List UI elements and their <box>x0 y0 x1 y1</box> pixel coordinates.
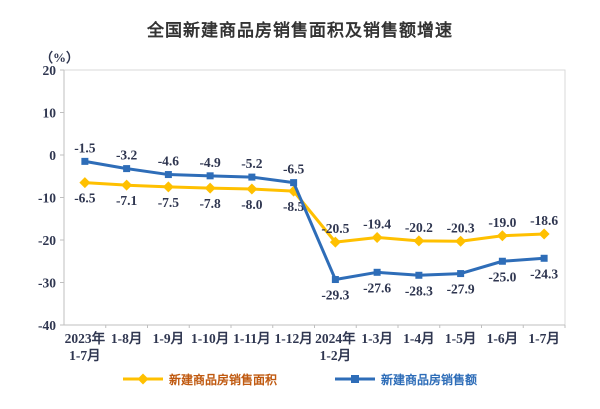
data-point-label: -7.5 <box>158 195 180 210</box>
legend-item-sales-area: 新建商品房销售面积 <box>122 371 277 388</box>
data-point-marker <box>162 181 174 193</box>
legend-label-sales-area: 新建商品房销售面积 <box>168 372 277 387</box>
data-point-marker <box>455 235 467 247</box>
x-tick-label: 1-12月 <box>275 331 313 346</box>
data-point-label: -4.6 <box>158 154 180 169</box>
x-tick-label: 1-5月 <box>445 331 477 346</box>
legend-square-marker-icon <box>351 375 359 383</box>
data-point-label: -29.3 <box>321 288 349 303</box>
x-tick-label: 1-4月 <box>403 331 435 346</box>
y-tick-label: -40 <box>38 318 56 333</box>
data-point-label: -28.3 <box>405 283 433 298</box>
data-point-label: -1.5 <box>74 140 96 155</box>
data-point-marker <box>248 173 256 181</box>
data-point-label: -25.0 <box>488 269 516 284</box>
data-point-label: -20.2 <box>405 220 433 235</box>
data-point-marker <box>371 231 383 243</box>
data-point-marker <box>498 257 506 265</box>
data-point-label: -20.3 <box>447 220 475 235</box>
y-tick-label: -30 <box>38 276 56 291</box>
x-tick-label: 1-3月 <box>361 331 393 346</box>
data-point-marker <box>121 179 133 191</box>
legend-diamond-marker-icon <box>137 373 149 385</box>
data-point-label: -6.5 <box>74 191 96 206</box>
chart-title: 全国新建商品房销售面积及销售额增速 <box>147 21 453 40</box>
series-line-0 <box>83 181 546 244</box>
data-point-marker <box>79 177 91 189</box>
data-point-marker <box>246 183 258 195</box>
x-tick-label: 1-11月 <box>233 331 271 346</box>
data-point-marker <box>81 157 89 165</box>
data-point-marker <box>540 254 548 262</box>
y-tick-label: -10 <box>38 191 56 206</box>
x-tick-label: 1-6月 <box>487 331 519 346</box>
data-point-marker <box>373 268 381 276</box>
data-point-marker <box>290 179 298 187</box>
data-point-marker <box>538 228 550 240</box>
data-point-marker <box>413 235 425 247</box>
y-tick-label: 20 <box>43 63 57 78</box>
series-line-1 <box>83 159 546 282</box>
data-point-marker <box>164 171 172 179</box>
legend-label-sales-amount: 新建商品房销售额 <box>381 372 478 387</box>
data-point-label: -7.8 <box>199 196 221 211</box>
y-tick-label: -20 <box>38 233 56 248</box>
data-point-label: -27.6 <box>363 280 391 295</box>
x-tick-label: 1-7月 <box>528 331 560 346</box>
x-tick-label: 1-8月 <box>111 331 143 346</box>
data-point-label: -27.9 <box>447 282 475 297</box>
data-point-label: -3.2 <box>116 148 138 163</box>
data-point-marker <box>457 270 465 278</box>
legend-line-diamond-icon <box>122 373 163 385</box>
data-point-marker <box>204 182 216 194</box>
x-tick-label: 2024年 1-2月 <box>315 330 356 363</box>
legend-item-sales-amount: 新建商品房销售额 <box>335 371 477 388</box>
y-axis-unit-label: （%） <box>40 50 80 65</box>
data-point-marker <box>329 236 341 248</box>
legend-line-square-icon <box>335 375 375 383</box>
data-point-marker <box>415 271 423 279</box>
data-point-label: -8.0 <box>241 197 263 212</box>
x-tick-label: 1-10月 <box>191 331 229 346</box>
data-point-label: -5.2 <box>241 156 263 171</box>
data-point-label: -7.1 <box>116 193 138 208</box>
data-point-label: -19.0 <box>488 215 516 230</box>
plot-border <box>64 69 566 325</box>
data-point-marker <box>331 276 339 284</box>
data-point-label: -8.5 <box>283 199 305 214</box>
data-point-label: -19.4 <box>363 216 391 231</box>
axis-lines <box>63 70 565 326</box>
data-point-label: -18.6 <box>530 213 558 228</box>
x-tick-label: 2023年 1-7月 <box>65 330 106 363</box>
y-tick-label: 0 <box>49 148 56 163</box>
data-point-marker <box>496 230 508 242</box>
x-tick-label: 1-9月 <box>153 331 185 346</box>
data-point-marker <box>206 172 214 180</box>
y-tick-label: 10 <box>43 106 57 121</box>
chart-legend: 新建商品房销售面积 新建商品房销售额 <box>0 370 600 388</box>
data-point-label: -24.3 <box>530 266 558 281</box>
data-point-label: -6.5 <box>283 162 305 177</box>
data-point-label: -4.9 <box>199 155 221 170</box>
data-point-marker <box>123 165 131 173</box>
data-point-label: -20.5 <box>321 221 349 236</box>
